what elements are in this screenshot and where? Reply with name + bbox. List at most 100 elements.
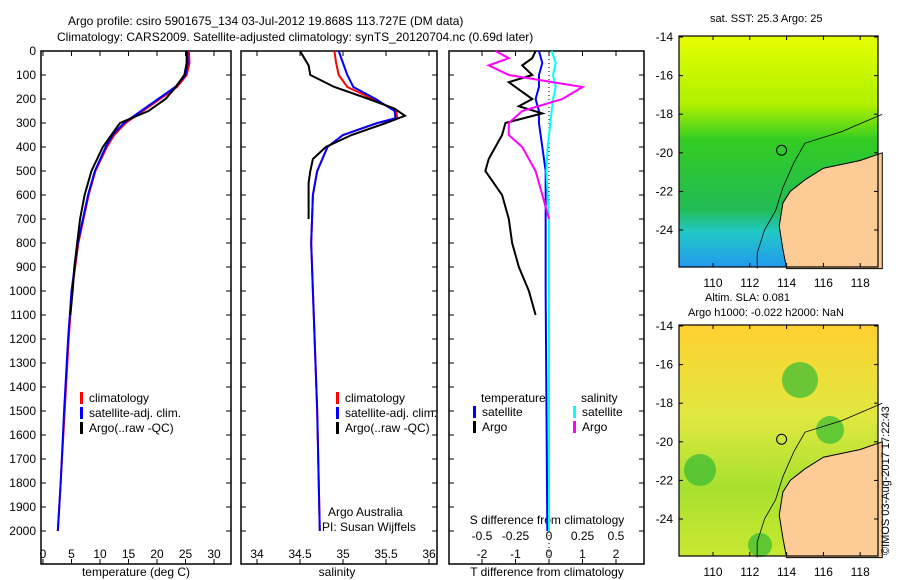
y-tick-label: 2000 xyxy=(9,524,36,538)
y-tick-label: 0 xyxy=(29,44,36,58)
series-argo-raw-qc- xyxy=(69,51,188,316)
x-tick-label: 35 xyxy=(336,547,350,561)
y-tick-label: 1300 xyxy=(9,356,36,370)
y-tick-label: 800 xyxy=(16,236,36,250)
sla-blob xyxy=(748,533,772,557)
salinity-axis-label: salinity xyxy=(319,565,356,579)
series-temperature-satellite xyxy=(534,50,549,532)
x-tick-label: 2 xyxy=(613,547,620,561)
map-frame xyxy=(678,324,879,557)
y-tick-label: 600 xyxy=(16,188,36,202)
annotation-line-2: PI: Susan Wijffels xyxy=(322,520,416,534)
series-satellite-adj-clim- xyxy=(56,50,189,532)
sla-blob xyxy=(816,416,844,444)
sla-map-title-2: Argo h1000: -0.022 h2000: NaN xyxy=(688,307,844,319)
y-tick-label: 300 xyxy=(16,116,36,130)
series-argo-raw-qc- xyxy=(299,50,408,219)
x-tick-label: 36 xyxy=(422,547,436,561)
series-salinity-satellite xyxy=(545,50,557,531)
legend-label: climatology xyxy=(345,391,405,405)
bathymetry-contour xyxy=(756,113,883,269)
y-tick-label: 1500 xyxy=(9,404,36,418)
legend-label: climatology xyxy=(89,391,149,405)
legend-swatch xyxy=(80,422,83,434)
legend-swatch xyxy=(573,406,576,418)
y-tick-label: 1700 xyxy=(9,452,36,466)
legend-label: Argo xyxy=(482,420,508,434)
annotation-line-1: Argo Australia xyxy=(328,505,403,519)
panel-frame xyxy=(40,50,232,565)
lon-tick-label: 112 xyxy=(740,276,759,290)
s-diff-tick-label: 0.5 xyxy=(608,529,625,543)
y-tick-label: 400 xyxy=(16,140,36,154)
sla-blob xyxy=(782,362,818,398)
x-tick-label: 5 xyxy=(68,547,75,561)
series-satellite-adj-clim- xyxy=(310,50,397,532)
t-diff-axis-label: T difference from climatology xyxy=(470,565,624,579)
x-tick-label: 30 xyxy=(207,547,221,561)
x-tick-label: 34 xyxy=(250,547,264,561)
legend-label: satellite xyxy=(582,405,623,419)
sst-map: 110 112 114 116 118 -14 -16 -18 -20 -22 -24 xyxy=(656,30,883,290)
legend-title-salinity: salinity xyxy=(581,391,618,405)
lat-tick-label: -24 xyxy=(656,512,674,526)
series-temperature-Argo xyxy=(484,50,546,316)
legend-swatch xyxy=(336,407,339,419)
y-tick-label: 700 xyxy=(16,212,36,226)
map-frame xyxy=(678,35,879,268)
bathymetry-contour xyxy=(756,402,883,558)
y-tick-label: 1600 xyxy=(9,428,36,442)
lon-tick-label: 110 xyxy=(703,565,722,579)
y-tick-label: 200 xyxy=(16,92,36,106)
lat-tick-label: -20 xyxy=(656,146,674,160)
x-tick-label: 0 xyxy=(40,547,47,561)
sst-map-title: sat. SST: 25.3 Argo: 25 xyxy=(710,13,823,25)
lon-tick-label: 118 xyxy=(851,565,870,579)
sla-map: 110 112 114 116 118 -14 -16 -18 -20 -22 -24 xyxy=(656,319,883,579)
lat-tick-label: -22 xyxy=(656,184,674,198)
series-salinity-Argo xyxy=(486,50,586,220)
lon-tick-label: 114 xyxy=(777,276,796,290)
legend-label: satellite-adj. clim. xyxy=(345,406,437,420)
x-tick-label: 35.5 xyxy=(374,547,398,561)
legend-label: Argo(..raw -QC) xyxy=(345,421,430,435)
lon-tick-label: 112 xyxy=(740,565,759,579)
y-tick-label: 500 xyxy=(16,164,36,178)
s-diff-tick-label: -0.5 xyxy=(472,529,493,543)
lat-tick-label: -22 xyxy=(656,473,674,487)
y-tick-label: 1900 xyxy=(9,500,36,514)
legend-swatch xyxy=(80,392,83,404)
lat-tick-label: -20 xyxy=(656,435,674,449)
lon-tick-label: 116 xyxy=(814,565,833,579)
legend-swatch xyxy=(473,421,476,433)
x-tick-label: 15 xyxy=(122,547,136,561)
legend-swatch xyxy=(473,406,476,418)
x-tick-label: 20 xyxy=(150,547,164,561)
lat-tick-label: -14 xyxy=(656,319,674,333)
y-tick-label: 1400 xyxy=(9,380,36,394)
lat-tick-label: -24 xyxy=(656,223,674,237)
legend-swatch xyxy=(573,421,576,433)
y-tick-label: 100 xyxy=(16,68,36,82)
legend-label: Argo(..raw -QC) xyxy=(89,421,174,435)
argo-float-marker xyxy=(776,433,788,445)
lat-tick-label: -18 xyxy=(656,396,674,410)
temperature-axis-label: temperature (deg C) xyxy=(82,565,190,579)
legend-label: satellite xyxy=(482,405,523,419)
y-tick-label: 900 xyxy=(16,260,36,274)
title-line-2: Climatology: CARS2009. Satellite-adjuste… xyxy=(57,30,534,44)
credit-text: ©IMOS 03-Aug-2017 17:22:43 xyxy=(880,406,892,555)
x-tick-label: -2 xyxy=(477,547,488,561)
panel-frame xyxy=(240,50,438,565)
sla-map-title-1: Altim. SLA: 0.081 xyxy=(705,292,790,304)
argo-float-marker xyxy=(776,144,788,156)
legend-swatch xyxy=(80,407,83,419)
x-tick-label: 10 xyxy=(93,547,107,561)
legend-label: satellite-adj. clim. xyxy=(89,406,181,420)
panel-frame xyxy=(448,50,645,565)
sla-blob xyxy=(684,454,716,486)
y-tick-label: 1000 xyxy=(9,284,36,298)
lat-tick-label: -16 xyxy=(656,358,674,372)
